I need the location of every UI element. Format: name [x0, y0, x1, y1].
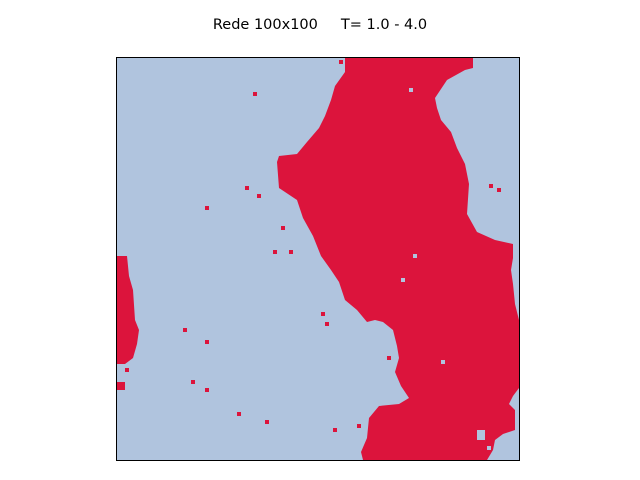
spin-up-cell: [183, 328, 187, 332]
spin-up-cell: [387, 356, 391, 360]
spin-down-cell: [401, 278, 405, 282]
spin-up-cell: [497, 188, 501, 192]
spin-down-cell: [515, 284, 519, 288]
spin-down-cell: [477, 430, 485, 440]
spin-up-cell: [325, 322, 329, 326]
spin-up-domain-left: [117, 256, 139, 364]
spin-down-cell: [487, 446, 491, 450]
spin-up-cell: [265, 420, 269, 424]
figure-title: Rede 100x100 T= 1.0 - 4.0: [212, 17, 428, 33]
lattice-canvas: [117, 58, 519, 460]
spin-down-cell: [409, 88, 413, 92]
spin-up-cell: [205, 340, 209, 344]
spin-up-cell: [245, 186, 249, 190]
spin-up-cell: [257, 194, 261, 198]
spin-down-cell: [413, 254, 417, 258]
spin-up-cell: [321, 312, 325, 316]
spin-up-domain-main: [277, 58, 519, 460]
spin-up-cell: [237, 412, 241, 416]
spin-up-cell: [333, 428, 337, 432]
spin-up-cell: [289, 250, 293, 254]
spin-up-cell: [281, 226, 285, 230]
spin-up-cell: [489, 184, 493, 188]
spin-up-cell: [273, 250, 277, 254]
spin-up-cell: [125, 368, 129, 372]
spin-up-cell: [253, 92, 257, 96]
spin-up-cell: [191, 380, 195, 384]
spin-up-cell: [339, 60, 343, 64]
spin-up-cell: [357, 424, 361, 428]
spin-down-cell: [441, 360, 445, 364]
spin-up-cell: [205, 206, 209, 210]
spin-up-cell: [205, 388, 209, 392]
spin-up-cell: [117, 382, 125, 390]
lattice-plot: [116, 57, 520, 461]
